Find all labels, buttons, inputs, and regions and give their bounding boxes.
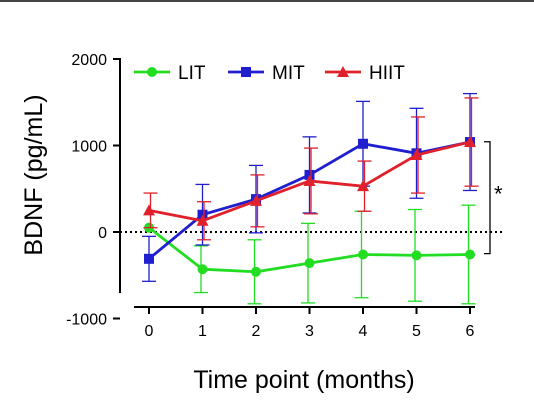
y-tick-label: 1000 xyxy=(71,139,107,156)
significance-annotation: * xyxy=(484,141,503,255)
legend-label: MIT xyxy=(272,63,305,84)
legend-label: LIT xyxy=(178,63,206,84)
data-point xyxy=(411,250,422,261)
y-tick-label: 2000 xyxy=(71,52,107,69)
series-hiit xyxy=(143,97,479,241)
legend-label: HIIT xyxy=(369,63,405,84)
data-point xyxy=(465,249,475,260)
data-point xyxy=(197,264,208,275)
data-point xyxy=(358,138,368,149)
series-lit xyxy=(144,204,476,305)
data-point xyxy=(304,258,315,269)
x-axis-title: Time point (months) xyxy=(193,366,414,394)
x-tick-label: 6 xyxy=(466,323,475,340)
x-tick-label: 0 xyxy=(145,323,154,340)
legend-marker xyxy=(337,66,349,77)
tick-labels: -1000 0 1000 2000 0 1 2 3 4 5 6 xyxy=(66,52,474,340)
data-point xyxy=(143,204,155,216)
data-point xyxy=(144,253,154,264)
bracket xyxy=(484,141,491,255)
data-point xyxy=(251,266,261,277)
axes xyxy=(119,58,475,308)
data-point xyxy=(250,194,262,206)
data-point xyxy=(410,149,423,161)
legend-marker xyxy=(241,67,251,77)
top-border xyxy=(0,0,534,2)
x-tick-label: 5 xyxy=(412,323,421,340)
data-point xyxy=(197,209,208,220)
x-tick-label: 3 xyxy=(305,323,314,340)
x-tick-label: 1 xyxy=(198,323,207,340)
data-point xyxy=(464,136,476,148)
series xyxy=(142,92,479,305)
data-point xyxy=(357,180,369,192)
data-point xyxy=(196,214,209,226)
x-tick-label: 2 xyxy=(252,323,261,340)
x-tick-label: 4 xyxy=(359,323,368,340)
legend-marker xyxy=(147,67,157,77)
data-point xyxy=(358,249,368,260)
data-point xyxy=(303,174,316,186)
y-axis-title: BDNF (pg/mL) xyxy=(20,94,48,255)
y-tick-label: -1000 xyxy=(66,312,107,329)
data-point xyxy=(304,169,315,180)
legend: LIT MIT HIIT xyxy=(134,63,405,84)
y-tick-label: 0 xyxy=(98,225,107,242)
series-mit xyxy=(142,92,477,282)
significance-star: * xyxy=(494,182,503,207)
